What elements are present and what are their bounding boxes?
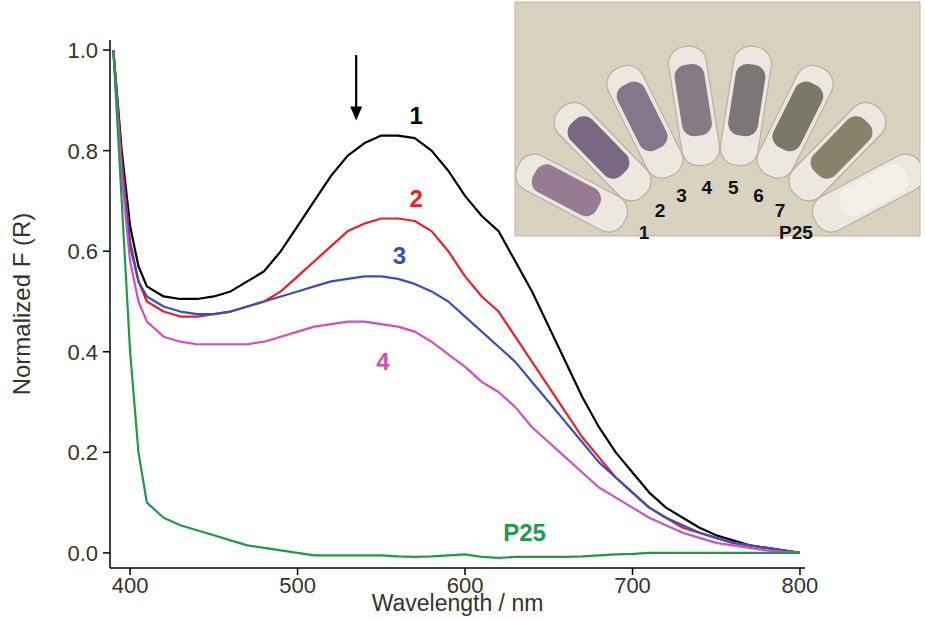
y-tick-label: 0.4	[67, 340, 98, 365]
tube	[666, 44, 722, 168]
y-tick	[103, 452, 110, 454]
plot-area	[113, 50, 800, 558]
y-axis-title: Normalized F (R)	[8, 213, 35, 396]
series-label: P25	[503, 519, 546, 546]
inset-label: 7	[775, 200, 786, 221]
x-tick-label: 500	[279, 573, 316, 598]
series-line	[113, 50, 800, 558]
series-line	[113, 50, 800, 553]
x-tick-label: 700	[614, 573, 651, 598]
tube	[806, 148, 920, 236]
series-line	[113, 50, 800, 553]
y-tick-label: 0.0	[67, 541, 98, 566]
y-tick-label: 0.2	[67, 440, 98, 465]
series-label: 2	[410, 185, 423, 212]
tube-powder	[673, 62, 714, 138]
y-tick	[103, 49, 110, 51]
tube-powder	[726, 62, 767, 138]
series-label: 1	[410, 102, 423, 129]
inset-background	[515, 2, 920, 236]
y-tick-label: 0.8	[67, 139, 98, 164]
y-tick	[103, 351, 110, 353]
y-tick	[103, 250, 110, 252]
series-line	[113, 50, 800, 553]
series-line	[113, 50, 800, 553]
y-tick	[103, 552, 110, 554]
inset-photo: 1234567P25	[510, 2, 925, 243]
arrow-head	[350, 106, 362, 120]
y-tick	[103, 150, 110, 152]
inset-label: 2	[655, 200, 666, 221]
x-axis-title: Wavelength / nm	[372, 590, 544, 616]
inset-label: 5	[728, 177, 739, 198]
tube-powder	[835, 160, 913, 220]
inset-label: 3	[676, 185, 687, 206]
arrow	[350, 55, 362, 120]
inset-tubes	[515, 44, 920, 236]
x-tick-label: 400	[112, 573, 149, 598]
x-tick-label: 800	[782, 573, 819, 598]
inset-label: 6	[753, 185, 764, 206]
inset-label: 4	[701, 177, 712, 198]
arrow-shaft	[355, 55, 357, 108]
inset-label: 1	[639, 222, 650, 243]
series-label: 4	[376, 348, 390, 375]
y-tick-label: 0.6	[67, 239, 98, 264]
series-label: 3	[393, 242, 406, 269]
x-axis	[110, 567, 805, 569]
y-axis	[109, 40, 111, 568]
tube-powder	[613, 77, 672, 155]
inset-label: P25	[779, 222, 813, 243]
chart: 4005006007008000.00.20.40.60.81.0Wavelen…	[0, 0, 925, 618]
tube-body	[806, 148, 920, 236]
tube-body	[666, 44, 722, 168]
y-tick-label: 1.0	[67, 38, 98, 63]
